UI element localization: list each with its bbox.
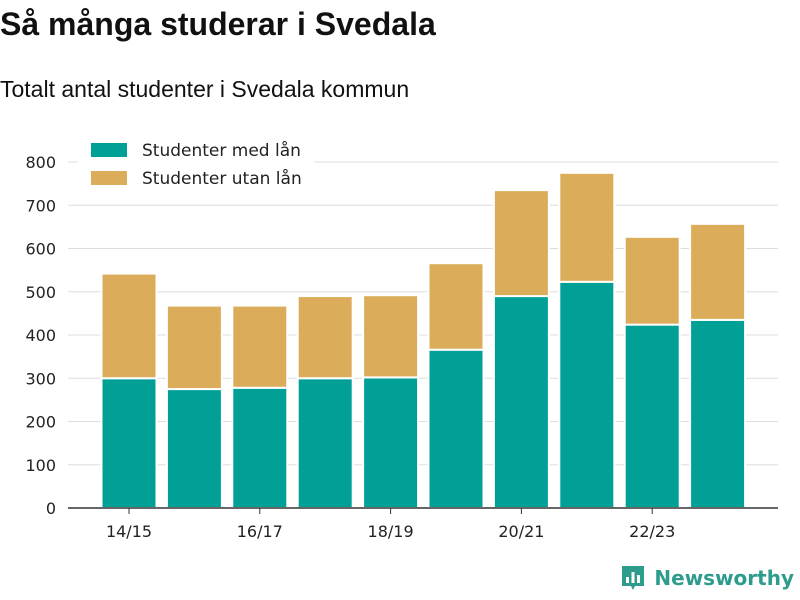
bar-with-loan: [296, 377, 354, 509]
bar-with-loan: [427, 348, 485, 509]
bar-with-loan: [689, 318, 747, 509]
x-tick-label: 16/17: [237, 522, 283, 541]
y-tick-label: 300: [25, 369, 56, 388]
x-tick-label: 18/19: [368, 522, 414, 541]
newsworthy-logo-text: Newsworthy: [654, 566, 794, 590]
newsworthy-logo: Newsworthy: [620, 564, 794, 592]
bar-with-loan: [100, 377, 158, 509]
y-tick-label: 0: [46, 499, 56, 518]
y-tick-label: 400: [25, 326, 56, 345]
bar-with-loan: [558, 280, 616, 509]
bar-with-loan: [231, 386, 289, 510]
y-tick-label: 800: [25, 153, 56, 172]
bar-without-loan: [689, 222, 747, 321]
chart-title: Så många studerar i Svedala: [0, 6, 436, 42]
bar-without-loan: [362, 294, 420, 379]
bar-without-loan: [231, 304, 289, 389]
bar-with-loan: [165, 388, 223, 509]
newsworthy-logo-icon: [622, 566, 645, 590]
bar-with-loan: [362, 376, 420, 510]
bar-without-loan: [623, 235, 681, 326]
x-tick-label: 20/21: [498, 522, 544, 541]
bar-without-loan: [165, 304, 223, 391]
x-tick-label: 14/15: [106, 522, 152, 541]
bar-with-loan: [492, 295, 550, 510]
legend-label: Studenter med lån: [142, 140, 301, 161]
legend-swatch: [91, 143, 127, 157]
y-tick-label: 600: [25, 240, 56, 259]
y-tick-label: 100: [25, 456, 56, 475]
bar-without-loan: [492, 189, 550, 298]
legend-label: Studenter utan lån: [142, 168, 302, 189]
bar-without-loan: [100, 272, 158, 380]
bar-without-loan: [296, 295, 354, 380]
y-tick-label: 500: [25, 283, 56, 302]
chart-subtitle: Totalt antal studenter i Svedala kommun: [0, 76, 410, 102]
y-tick-label: 700: [25, 196, 56, 215]
x-tick-label: 22/23: [629, 522, 675, 541]
bar-with-loan: [623, 323, 681, 509]
bar-without-loan: [427, 262, 485, 351]
y-tick-label: 200: [25, 413, 56, 432]
bar-without-loan: [558, 171, 616, 283]
legend-swatch: [91, 171, 127, 185]
